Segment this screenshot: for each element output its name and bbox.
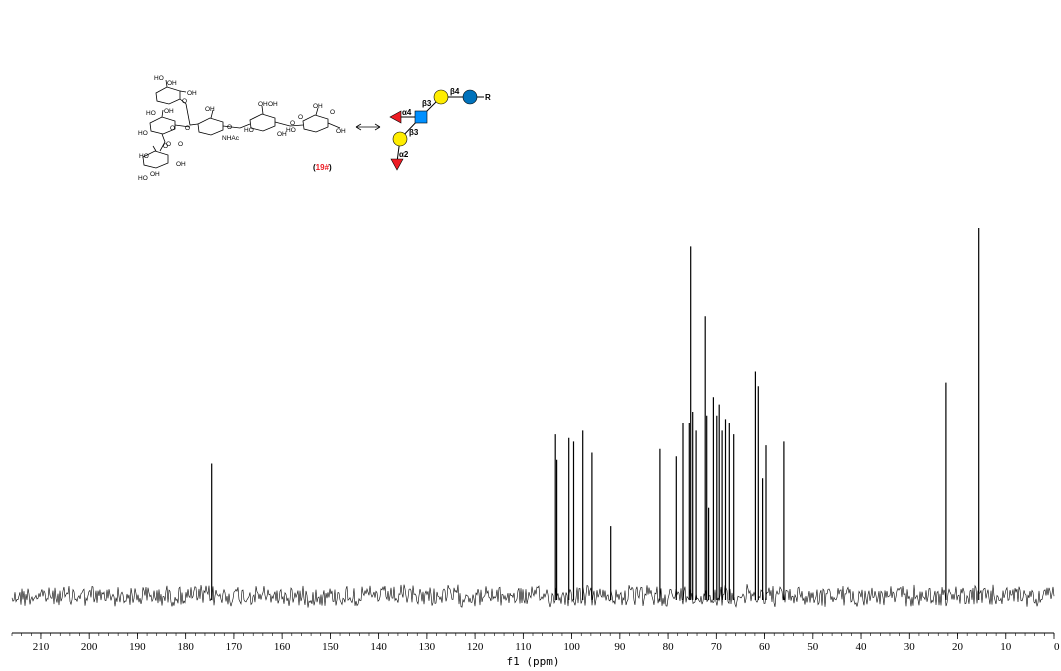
- chem-label-28: O: [163, 143, 168, 150]
- chem-label-9: O: [185, 125, 190, 132]
- x-tick-label: 120: [467, 641, 484, 653]
- chem-label-6: O: [170, 125, 175, 132]
- glucose-circle-icon: [462, 89, 478, 105]
- chem-label-26: HO: [138, 175, 148, 182]
- glcnac-square-icon: [414, 110, 428, 124]
- x-tick-label: 140: [370, 641, 387, 653]
- glycan-symbol-diagram: α4 β3 β4 β3 α2 R: [389, 87, 491, 171]
- linkage-label-beta4: β4: [450, 87, 460, 96]
- chem-label-18: O: [290, 120, 295, 127]
- chem-label-24: HO: [139, 153, 149, 160]
- x-tick-label: 100: [563, 641, 580, 653]
- chem-label-1: OH: [167, 80, 177, 87]
- linkage-label-beta3-lower: β3: [409, 128, 419, 137]
- x-tick-label: 30: [904, 641, 916, 653]
- chem-label-3: O: [182, 98, 187, 105]
- galactose-circle-icon: [392, 131, 408, 147]
- chem-label-2: OH: [187, 90, 197, 97]
- x-tick-label: 60: [759, 641, 771, 653]
- x-tick-label: 40: [856, 641, 868, 653]
- chemical-structure: [142, 79, 381, 169]
- linkage-label-alpha2: α2: [399, 150, 409, 159]
- chem-label-17: HO: [286, 127, 296, 134]
- chem-label-5: OH: [164, 108, 174, 115]
- x-tick-label: 0: [1054, 641, 1060, 653]
- x-tick-label: 70: [711, 641, 723, 653]
- chem-label-23: O: [298, 114, 303, 121]
- chem-label-13: OH: [258, 101, 268, 108]
- x-tick-label: 110: [515, 641, 532, 653]
- x-tick-label: 10: [1000, 641, 1012, 653]
- x-tick-label: 130: [419, 641, 436, 653]
- x-tick-label: 190: [129, 641, 146, 653]
- chem-label-20: OH: [313, 103, 323, 110]
- chem-label-14: HO: [244, 127, 254, 134]
- spectrum-peaks: [211, 228, 980, 600]
- x-tick-label: 80: [663, 641, 675, 653]
- x-tick-label: 200: [81, 641, 98, 653]
- chem-label-11: O: [178, 141, 183, 148]
- aglycone-label: R: [485, 93, 491, 102]
- chem-label-16: OH: [268, 101, 278, 108]
- chem-label-15: O: [227, 124, 232, 131]
- x-axis-title: f1 (ppm): [507, 655, 560, 668]
- x-tick-label: 90: [614, 641, 626, 653]
- compound-label: (19#): [313, 163, 332, 172]
- chem-label-19: OH: [277, 131, 287, 138]
- fucose-triangle-icon: [389, 110, 402, 124]
- x-tick-label: 50: [807, 641, 819, 653]
- chem-label-4: HO: [146, 110, 156, 117]
- x-tick-label: 150: [322, 641, 339, 653]
- chem-label-0: HO: [154, 75, 164, 82]
- x-tick-label: 20: [952, 641, 964, 653]
- chem-label-10: O: [166, 141, 171, 148]
- chem-label-27: OH: [150, 171, 160, 178]
- fucose-triangle-icon: [390, 158, 404, 171]
- chem-label-7: OH: [205, 106, 215, 113]
- x-tick-label: 170: [226, 641, 243, 653]
- linkage-label-alpha4: α4: [402, 108, 412, 117]
- x-axis-ticks: 210 200 190 180 170 160 150 140 130 120 110 100 90 80…: [11, 633, 1060, 653]
- chem-label-25: OH: [176, 161, 186, 168]
- x-tick-label: 180: [177, 641, 194, 653]
- x-tick-label: 210: [33, 641, 50, 653]
- x-tick-label: 160: [274, 641, 291, 653]
- chem-label-21: O: [330, 109, 335, 116]
- chem-label-12: NHAc: [222, 135, 240, 142]
- linkage-label-beta3-upper: β3: [422, 99, 432, 108]
- chem-label-22: OH: [336, 128, 346, 135]
- galactose-circle-icon: [433, 89, 449, 105]
- chem-label-8: HO: [138, 130, 148, 137]
- baseline-noise-trace: [11, 584, 1055, 608]
